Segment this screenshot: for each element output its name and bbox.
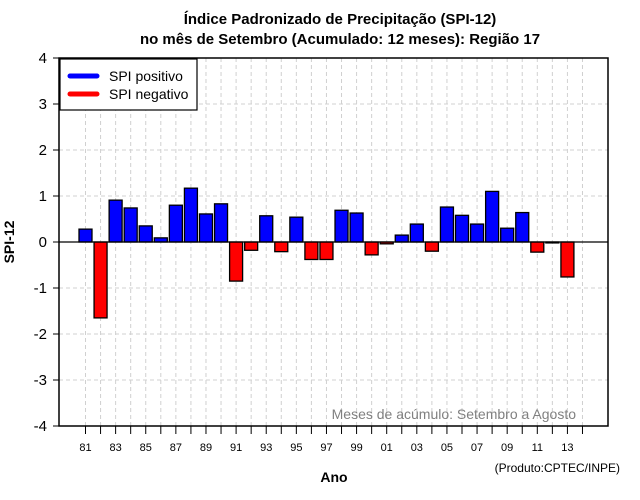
x-axis: 81 83 85 87 89 91 93 95 97 99 01 03 05 07 09 11 13 xyxy=(79,426,583,454)
y-tick-label: -2 xyxy=(34,326,47,343)
bar-2007 xyxy=(469,223,485,243)
bar-1989 xyxy=(198,213,214,243)
legend-label-negative: SPI negativo xyxy=(109,86,189,102)
product-credit: (Produto:CPTEC/INPE) xyxy=(495,461,620,475)
legend: SPI positivo SPI negativo xyxy=(59,58,198,111)
bar-2005 xyxy=(439,206,455,243)
chart-title: Índice Padronizado de Precipitação (SPI-… xyxy=(184,11,497,28)
legend-box xyxy=(59,58,198,111)
bar-2008 xyxy=(484,190,500,243)
y-axis: -4 -3 -2 -1 0 1 2 3 4 xyxy=(34,50,59,435)
chart-subtitle: no mês de Setembro (Acumulado: 12 meses)… xyxy=(140,31,540,48)
bars xyxy=(78,187,575,319)
bar-2013 xyxy=(560,241,575,278)
bar-2009 xyxy=(500,227,515,243)
y-tick-label: 1 xyxy=(39,188,47,205)
y-tick-label: -4 xyxy=(34,418,47,435)
x-tick-label: 83 xyxy=(109,442,121,454)
bar-1996 xyxy=(304,241,319,261)
bar-2002 xyxy=(394,234,409,243)
x-tick-label: 95 xyxy=(290,442,302,454)
bar-1983 xyxy=(108,199,123,243)
y-axis-label: SPI-12 xyxy=(1,220,17,263)
bar-1984 xyxy=(123,207,138,243)
bar-2011 xyxy=(530,241,545,253)
x-tick-label: 91 xyxy=(230,442,242,454)
y-tick-label: 4 xyxy=(39,50,47,67)
bar-1981 xyxy=(78,228,93,243)
bar-1986 xyxy=(153,237,168,243)
x-tick-label: 09 xyxy=(501,442,513,454)
x-tick-label: 97 xyxy=(320,442,332,454)
bar-2010 xyxy=(515,211,530,243)
y-tick-label: -3 xyxy=(34,372,47,389)
x-tick-label: 99 xyxy=(350,442,362,454)
x-tick-label: 05 xyxy=(441,442,453,454)
bar-2006 xyxy=(454,214,470,243)
x-tick-label: 03 xyxy=(411,442,423,454)
x-tick-label: 85 xyxy=(140,442,152,454)
bar-1982 xyxy=(93,241,108,319)
bar-1987 xyxy=(168,204,184,243)
bar-1995 xyxy=(289,216,304,243)
bar-1990 xyxy=(213,203,229,243)
bar-1999 xyxy=(349,212,364,243)
x-tick-label: 01 xyxy=(381,442,393,454)
y-tick-label: 3 xyxy=(39,96,47,113)
accumulation-note: Meses de acúmulo: Setembro a Agosto xyxy=(332,406,577,422)
bar-1985 xyxy=(138,225,153,243)
x-tick-label: 11 xyxy=(532,442,543,454)
bar-2003 xyxy=(409,223,424,243)
y-tick-label: 0 xyxy=(39,234,47,251)
x-tick-label: 81 xyxy=(79,442,91,454)
bar-1994 xyxy=(274,241,289,253)
x-tick-label: 89 xyxy=(200,442,212,454)
bar-1993 xyxy=(259,215,274,243)
bar-1997 xyxy=(319,241,334,261)
x-tick-label: 87 xyxy=(170,442,182,454)
x-tick-label: 93 xyxy=(260,442,272,454)
y-tick-label: -1 xyxy=(34,280,47,297)
bar-1998 xyxy=(334,209,349,243)
bar-2004 xyxy=(424,241,440,252)
bar-1988 xyxy=(183,187,199,243)
legend-label-positive: SPI positivo xyxy=(109,68,183,84)
bar-1992 xyxy=(244,241,259,251)
bar-2000 xyxy=(364,241,379,256)
x-axis-label: Ano xyxy=(320,469,347,485)
bar-1991 xyxy=(228,241,244,282)
y-tick-label: 2 xyxy=(39,142,47,159)
x-tick-label: 13 xyxy=(561,442,573,454)
x-tick-label: 07 xyxy=(471,442,483,454)
